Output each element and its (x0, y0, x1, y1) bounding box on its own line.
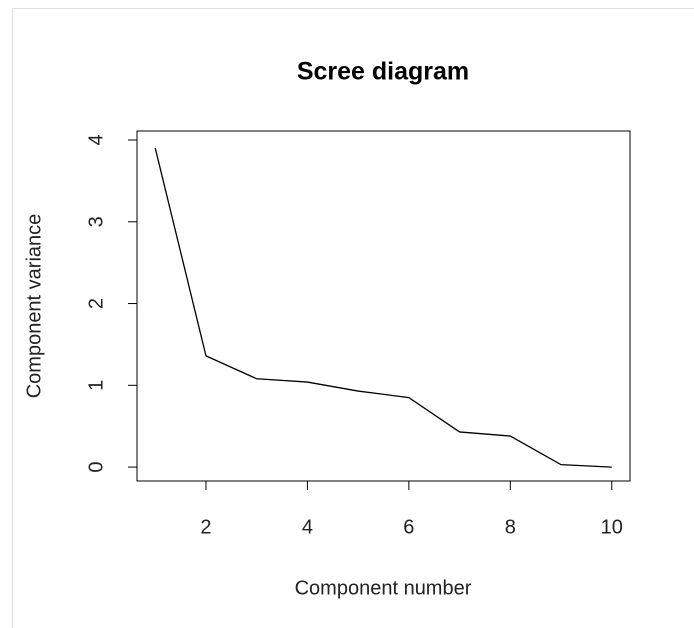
plot-box (136, 130, 631, 482)
y-tick-label: 0 (85, 462, 107, 473)
y-tick-label: 1 (85, 380, 107, 391)
x-axis-label: Component number (295, 577, 472, 599)
x-tick-label: 10 (601, 516, 623, 538)
x-tick-label: 8 (505, 516, 516, 538)
y-tick-label: 3 (85, 216, 107, 227)
line (154, 148, 612, 468)
frame (12, 8, 694, 628)
y-axis-label: Component variance (23, 214, 45, 399)
x-tick-label: 6 (403, 516, 414, 538)
x-tick-label: 4 (302, 516, 313, 538)
x-tick-label: 2 (200, 516, 211, 538)
y-tick-label: 4 (85, 134, 107, 145)
chart-title: Scree diagram (297, 58, 469, 86)
y-tick-label: 2 (85, 298, 107, 309)
